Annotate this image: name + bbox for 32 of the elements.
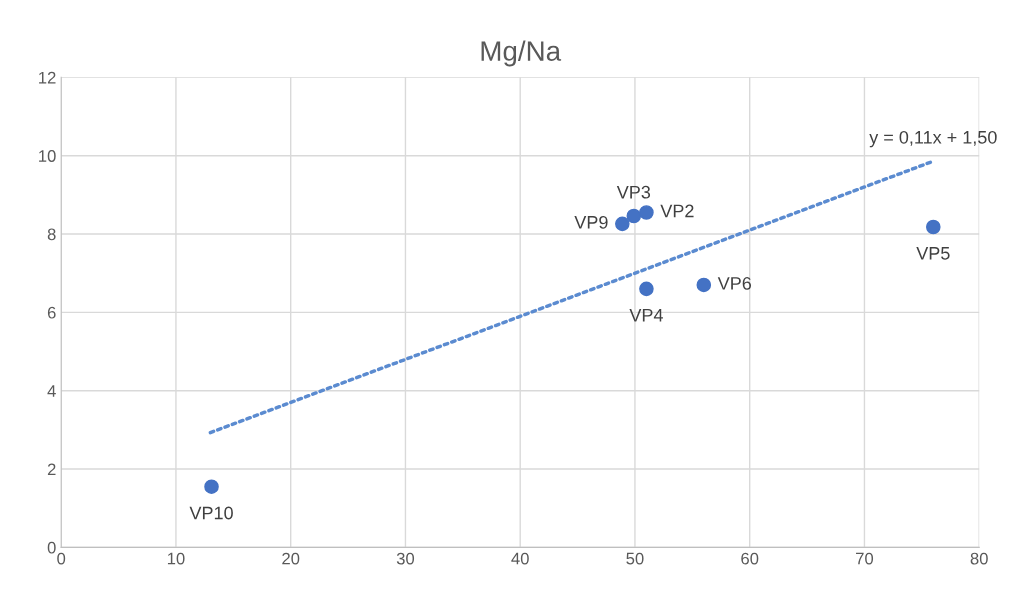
y-tick-label: 10 <box>39 150 56 162</box>
annotation: VP2 <box>660 204 694 218</box>
y-tick-label: 4 <box>47 385 56 397</box>
x-tick-label: 50 <box>626 552 644 565</box>
annotation: VP6 <box>717 277 752 290</box>
point <box>639 281 654 297</box>
annotation: y = 0,11x + 1,50 <box>869 130 997 148</box>
y-tick-label: 8 <box>47 228 56 241</box>
x-tick-label: 30 <box>396 552 415 565</box>
x-tick-label: 10 <box>167 552 185 565</box>
x-tick-label: 80 <box>970 552 988 565</box>
point <box>926 219 941 235</box>
y-tick-label: 0 <box>47 541 56 554</box>
annotation: VP10 <box>189 506 233 520</box>
point <box>639 205 654 220</box>
point <box>204 479 219 494</box>
annotation: VP5 <box>916 247 950 260</box>
annotation: VP4 <box>629 308 663 322</box>
x-tick-label: 40 <box>511 552 529 565</box>
point <box>696 277 712 293</box>
point <box>615 216 630 232</box>
annotation: VP9 <box>574 215 608 229</box>
y-tick-label: 12 <box>39 71 56 84</box>
y-tick-label: 6 <box>47 306 56 319</box>
x-tick-label: 60 <box>741 552 759 565</box>
chart-title: Mg/Na <box>481 40 562 67</box>
x-tick-label: 0 <box>57 552 66 565</box>
annotation: VP3 <box>616 185 651 199</box>
x-tick-label: 20 <box>282 552 300 565</box>
point <box>626 208 642 224</box>
y-tick-label: 2 <box>47 463 56 476</box>
x-tick-label: 70 <box>856 552 874 565</box>
